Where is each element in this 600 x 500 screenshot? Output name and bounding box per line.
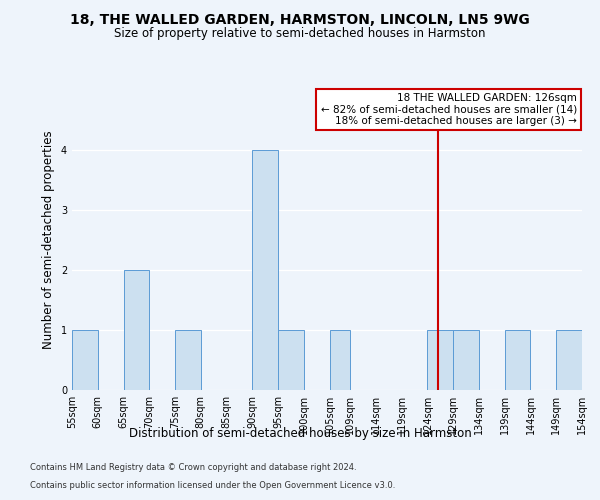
Text: 18, THE WALLED GARDEN, HARMSTON, LINCOLN, LN5 9WG: 18, THE WALLED GARDEN, HARMSTON, LINCOLN…: [70, 12, 530, 26]
Bar: [124, 270, 149, 390]
Bar: [505, 330, 530, 390]
Text: Contains public sector information licensed under the Open Government Licence v3: Contains public sector information licen…: [30, 481, 395, 490]
Text: 18 THE WALLED GARDEN: 126sqm
← 82% of semi-detached houses are smaller (14)
18% : 18 THE WALLED GARDEN: 126sqm ← 82% of se…: [320, 93, 577, 126]
Bar: [453, 330, 479, 390]
Bar: [278, 330, 304, 390]
Bar: [253, 150, 278, 390]
Text: Contains HM Land Registry data © Crown copyright and database right 2024.: Contains HM Land Registry data © Crown c…: [30, 464, 356, 472]
Bar: [427, 330, 453, 390]
Y-axis label: Number of semi-detached properties: Number of semi-detached properties: [43, 130, 55, 350]
Bar: [556, 330, 582, 390]
Text: Distribution of semi-detached houses by size in Harmston: Distribution of semi-detached houses by …: [128, 428, 472, 440]
Bar: [329, 330, 350, 390]
Bar: [175, 330, 201, 390]
Bar: [72, 330, 98, 390]
Text: Size of property relative to semi-detached houses in Harmston: Size of property relative to semi-detach…: [114, 28, 486, 40]
